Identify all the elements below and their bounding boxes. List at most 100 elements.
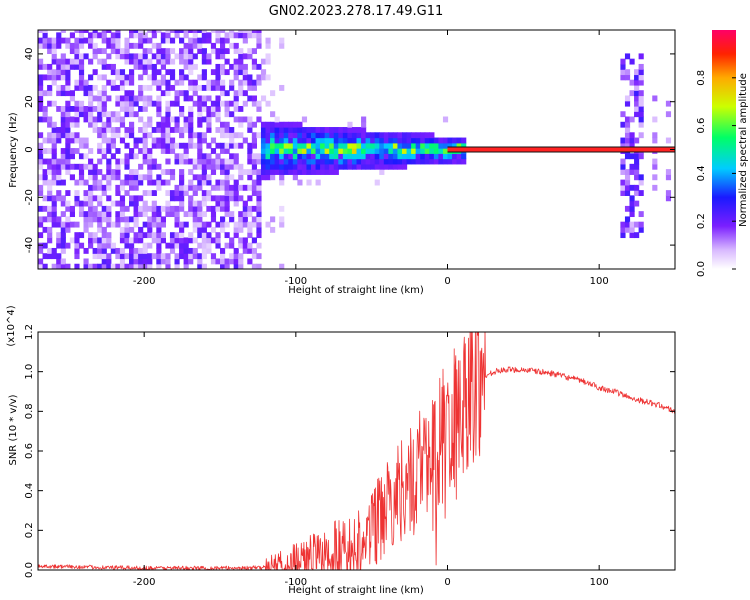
heatmap-cell [129,148,135,154]
heatmap-cell [129,174,135,181]
heatmap-cell [206,242,212,249]
heatmap-cell [447,158,453,165]
heatmap-cell [442,153,449,160]
heatmap-cell [133,179,139,186]
heatmap-cell [151,100,157,107]
heatmap-cell [229,216,235,223]
heatmap-cell [629,137,635,144]
heatmap-cell [88,163,94,170]
heatmap-cell [247,121,253,128]
heatmap-cell [634,84,640,91]
heatmap-cell [333,158,339,165]
heatmap-cell [124,158,130,165]
heatmap-cell [397,137,403,144]
heatmap-cell [51,195,57,202]
heatmap-cell [210,211,217,218]
heatmap-cell [60,158,66,165]
heatmap-cell [361,121,367,128]
heatmap-cell [379,153,385,160]
heatmap-cell [342,148,348,154]
heatmap-cell [119,84,126,91]
heatmap-cell [119,216,126,223]
heatmap-cell [665,111,672,118]
heatmap-cell [370,142,376,149]
heatmap-cell [220,184,226,191]
heatmap-cell [74,253,80,260]
heatmap-cell [110,174,116,181]
heatmap-cell [110,132,116,139]
heatmap-cell [69,90,75,97]
heatmap-cell [110,32,116,39]
heatmap-cell [106,211,112,218]
heatmap-cell [183,221,189,228]
heatmap-cell [242,216,248,223]
heatmap-cell [188,205,194,212]
heatmap-cell [38,42,44,49]
heatmap-cell [106,263,112,269]
heatmap-cell [174,90,180,97]
heatmap-cell [179,169,185,175]
heatmap-cell [197,153,203,160]
heatmap-cell [247,95,253,102]
heatmap-cell [247,205,253,212]
heatmap-cell [270,163,276,170]
heatmap-cell [238,184,244,191]
heatmap-cell [315,179,321,186]
heatmap-cell [83,216,89,223]
heatmap-cell [156,211,162,218]
heatmap-cell [201,179,207,186]
heatmap-cell [320,158,326,165]
heatmap-cell [65,37,71,44]
heatmap-cell [51,211,57,218]
heatmap-cell [179,69,185,76]
heatmap-cell [51,263,57,269]
heatmap-cell [110,116,116,123]
heatmap-cell [65,148,71,154]
heatmap-cell [197,142,203,149]
heatmap-cell [133,216,139,223]
heatmap-cell [60,200,66,207]
heatmap-cell [256,200,262,207]
heatmap-cell [65,190,71,196]
heatmap-cell [224,142,230,149]
heatmap-cell [242,169,248,175]
heatmap-cell [306,148,312,154]
heatmap-cell [179,90,185,97]
heatmap-cell [119,184,126,191]
heatmap-cell [311,148,317,154]
heatmap-cell [265,121,271,128]
heatmap-cell [301,158,308,165]
heatmap-cell [133,263,139,269]
heatmap-cell [142,242,148,249]
heatmap-cell [51,169,57,175]
heatmap-cell [119,53,126,60]
heatmap-cell [406,137,412,144]
heatmap-cell [388,158,394,165]
heatmap-cell [424,153,430,160]
heatmap-cell [119,106,126,112]
heatmap-cell [274,121,280,128]
heatmap-cell [179,79,185,86]
heatmap-cell [174,53,180,60]
heatmap-cell [320,142,326,149]
heatmap-cell [47,148,53,154]
heatmap-cell [101,111,107,118]
heatmap-cell [229,32,235,39]
heatmap-cell [83,258,89,265]
heatmap-cell [156,30,162,33]
heatmap-cell [65,111,71,118]
heatmap-cell [624,216,631,223]
heatmap-cell [119,95,126,102]
heatmap-cell [47,253,53,260]
heatmap-cell [238,174,244,181]
heatmap-cell [342,132,348,139]
heatmap-cell [160,48,166,55]
heatmap-cell [169,30,176,33]
heatmap-cell [260,127,267,133]
heatmap-cell [38,184,44,191]
heatmap-cell [233,200,239,207]
heatmap-cell [124,237,130,244]
heatmap-cell [78,32,85,39]
heatmap-cell [60,106,66,112]
heatmap-cell [201,190,207,196]
